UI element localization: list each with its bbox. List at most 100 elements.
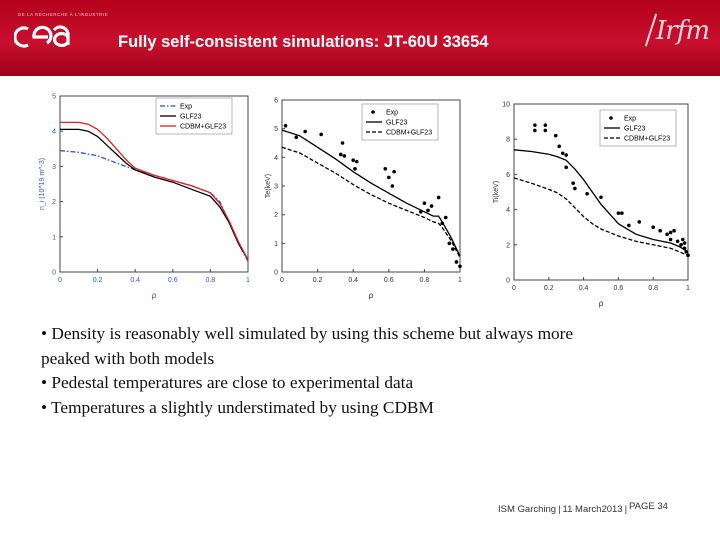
y-tick-label: 5 xyxy=(52,94,56,101)
data-point xyxy=(354,159,359,164)
x-tick-label: 0.2 xyxy=(313,277,323,284)
chart-svg: 0 0.2 0.4 0.6 0.8 1 0 1 2 3 4 5 ρ n_i (10^19 m^-3) Exp… xyxy=(39,94,250,301)
bullet-line: • Pedestal temperatures are close to exp… xyxy=(41,373,414,393)
data-point xyxy=(543,123,548,127)
y-tick-label: 2 xyxy=(52,199,56,206)
data-point xyxy=(682,241,687,245)
legend-marker xyxy=(371,110,375,114)
x-tick-label: 0.4 xyxy=(348,277,358,284)
x-tick-label: 0 xyxy=(58,277,62,284)
series-line xyxy=(513,149,689,253)
bullet-line: • Density is reasonably well simulated b… xyxy=(41,324,574,343)
x-tick-label: 1 xyxy=(246,277,250,284)
x-tick-label: 0.4 xyxy=(130,277,140,284)
data-point xyxy=(668,230,673,235)
data-point xyxy=(573,186,577,191)
data-point xyxy=(294,135,299,140)
legend-marker xyxy=(609,116,613,120)
data-point xyxy=(283,124,288,128)
cea-logo: cea xyxy=(14,25,70,48)
series-line xyxy=(60,121,249,261)
x-tick-label: 0.6 xyxy=(168,277,178,284)
y-tick-label: 0 xyxy=(506,278,510,285)
legend-label: Exp xyxy=(180,104,192,111)
data-point xyxy=(351,158,355,162)
legend-label: Exp xyxy=(624,116,636,123)
x-tick-label: 0.2 xyxy=(544,285,554,292)
data-point xyxy=(543,128,548,133)
legend-label: GLF23 xyxy=(624,126,646,133)
x-axis-label: ρ xyxy=(151,291,156,300)
data-point xyxy=(429,204,434,208)
y-tick-label: 0 xyxy=(274,270,278,277)
y-tick-label: 4 xyxy=(506,207,510,214)
data-point xyxy=(426,208,430,213)
density-chart: 0 0.2 0.4 0.6 0.8 1 0 1 2 3 4 5 ρ n_i (10^19 m^-3) Exp… xyxy=(34,88,260,300)
data-point xyxy=(338,152,343,157)
x-tick-label: 0.8 xyxy=(648,285,658,292)
chart-svg: 0 0.2 0.4 0.6 0.8 1 0 1 2 3 4 5 6 ρ Te(keV) Exp GLF23 CDB… xyxy=(265,98,462,301)
legend-label: GLF23 xyxy=(386,120,408,127)
cea-tagline: DE LA RECHERCHE À L'INDUSTRIE xyxy=(18,12,109,17)
data-point xyxy=(651,225,655,229)
legend-label: CDBM+GLF23 xyxy=(386,130,432,137)
x-tick-label: 0.8 xyxy=(420,277,430,284)
bullet-line: • Temperatures a slightly understimated … xyxy=(41,398,434,418)
y-tick-label: 2 xyxy=(506,242,510,249)
electron-temperature-chart: 0 0.2 0.4 0.6 0.8 1 0 1 2 3 4 5 6 ρ Te(keV) Exp GLF23 CDB… xyxy=(262,88,490,300)
data-point xyxy=(422,201,427,205)
data-point xyxy=(553,133,558,138)
x-tick-label: 1 xyxy=(458,277,462,284)
legend-label: CDBM+GLF23 xyxy=(180,124,226,131)
data-point xyxy=(560,151,565,156)
y-tick-label: 4 xyxy=(52,129,56,136)
y-tick-label: 3 xyxy=(52,164,56,171)
data-point xyxy=(387,175,391,180)
irfm-logo: Irfm xyxy=(644,13,710,47)
bullet-list: • Density is reasonably well simulated b… xyxy=(41,322,681,421)
data-point xyxy=(564,165,568,170)
data-point xyxy=(571,181,575,185)
y-tick-label: 8 xyxy=(506,137,510,144)
ion-temperature-chart: 0 0.2 0.4 0.6 0.8 1 0 2 4 6 8 10 ρ Ti(keV) Exp GLF23 CDB… xyxy=(490,96,708,308)
data-point xyxy=(637,220,642,224)
series-line xyxy=(60,128,249,261)
y-axis-label: Te(keV) xyxy=(265,174,272,198)
data-point xyxy=(675,239,680,244)
data-point xyxy=(680,237,685,242)
x-tick-label: 1 xyxy=(686,285,690,292)
data-point xyxy=(303,129,307,134)
x-tick-label: 0 xyxy=(280,277,284,284)
y-axis-label: Ti(keV) xyxy=(493,181,500,203)
y-tick-label: 1 xyxy=(52,234,56,241)
data-point xyxy=(620,211,624,215)
x-tick-label: 0 xyxy=(512,285,516,292)
y-tick-label: 2 xyxy=(274,212,278,219)
data-point xyxy=(342,154,347,158)
page-number: PAGE 34 xyxy=(629,501,668,512)
data-point xyxy=(665,232,669,237)
legend-label: Exp xyxy=(386,110,398,117)
y-tick-label: 3 xyxy=(274,184,278,191)
x-tick-label: 0.4 xyxy=(579,285,589,292)
data-point xyxy=(533,123,537,127)
x-tick-label: 0.2 xyxy=(93,277,103,284)
data-point xyxy=(451,247,455,251)
footer-event: ISM Garching xyxy=(498,504,557,515)
x-axis-label: ρ xyxy=(598,299,603,308)
x-axis-label: ρ xyxy=(368,291,373,300)
x-tick-label: 0.6 xyxy=(614,285,624,292)
data-point xyxy=(353,167,357,171)
data-point xyxy=(658,228,662,233)
data-point xyxy=(564,153,568,157)
data-point xyxy=(599,195,603,200)
footer-date: 11 March2013 xyxy=(562,504,623,515)
data-point xyxy=(454,260,459,264)
series-line xyxy=(281,146,461,258)
y-tick-label: 5 xyxy=(274,126,278,133)
data-point xyxy=(390,184,395,188)
data-point xyxy=(447,241,452,246)
y-tick-label: 6 xyxy=(506,172,510,179)
legend-label: CDBM+GLF23 xyxy=(624,136,670,143)
y-tick-label: 6 xyxy=(274,98,278,105)
